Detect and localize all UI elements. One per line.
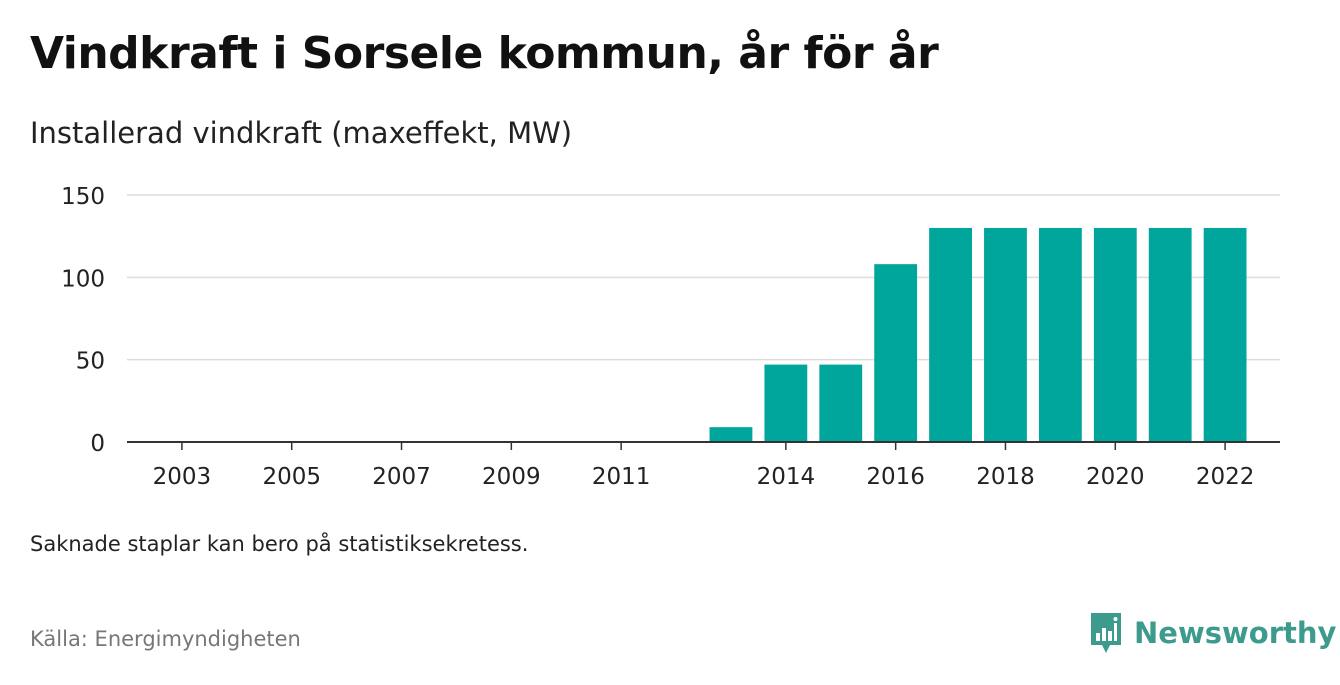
bar <box>1148 227 1192 442</box>
bar <box>819 364 863 442</box>
x-tick-label: 2016 <box>866 464 925 490</box>
source-label: Källa: Energimyndigheten <box>30 627 301 651</box>
x-tick-label: 2020 <box>1086 464 1145 490</box>
y-tick-labels: 0 50 100 150 <box>61 184 105 457</box>
chart-subtitle: Installerad vindkraft (maxeffekt, MW) <box>30 116 573 150</box>
x-tick-label: 2014 <box>757 464 816 490</box>
x-tick-label: 2003 <box>153 464 212 490</box>
grid-lines <box>127 194 1280 361</box>
bar <box>929 227 972 442</box>
y-tick-label: 100 <box>61 266 105 292</box>
footnote: Saknade staplar kan bero på statistiksek… <box>30 532 529 556</box>
bars <box>709 227 1247 442</box>
newsworthy-logo-text: Newsworthy <box>1134 616 1337 650</box>
x-tick-labels: 2003 2005 2007 2009 2011 2014 2016 2018 2020 2022 <box>153 442 1255 490</box>
x-tick-label: 2005 <box>262 464 321 490</box>
bar <box>984 227 1027 442</box>
bar <box>709 427 753 442</box>
chart-title: Vindkraft i Sorsele kommun, år för år <box>30 28 939 79</box>
bar <box>1038 227 1082 442</box>
bar <box>1203 227 1247 442</box>
y-tick-label: 150 <box>61 184 105 210</box>
bar <box>764 364 808 442</box>
x-tick-label: 2009 <box>482 464 541 490</box>
newsworthy-logo[interactable]: Newsworthy <box>1088 610 1336 656</box>
x-tick-label: 2007 <box>372 464 431 490</box>
bar <box>874 264 918 442</box>
y-tick-label: 50 <box>76 349 105 375</box>
x-tick-label: 2011 <box>592 464 651 490</box>
bar <box>1093 227 1137 442</box>
x-tick-label: 2018 <box>976 464 1035 490</box>
x-tick-label: 2022 <box>1196 464 1255 490</box>
y-tick-label: 0 <box>90 431 105 457</box>
newsworthy-logo-icon <box>1091 613 1121 653</box>
